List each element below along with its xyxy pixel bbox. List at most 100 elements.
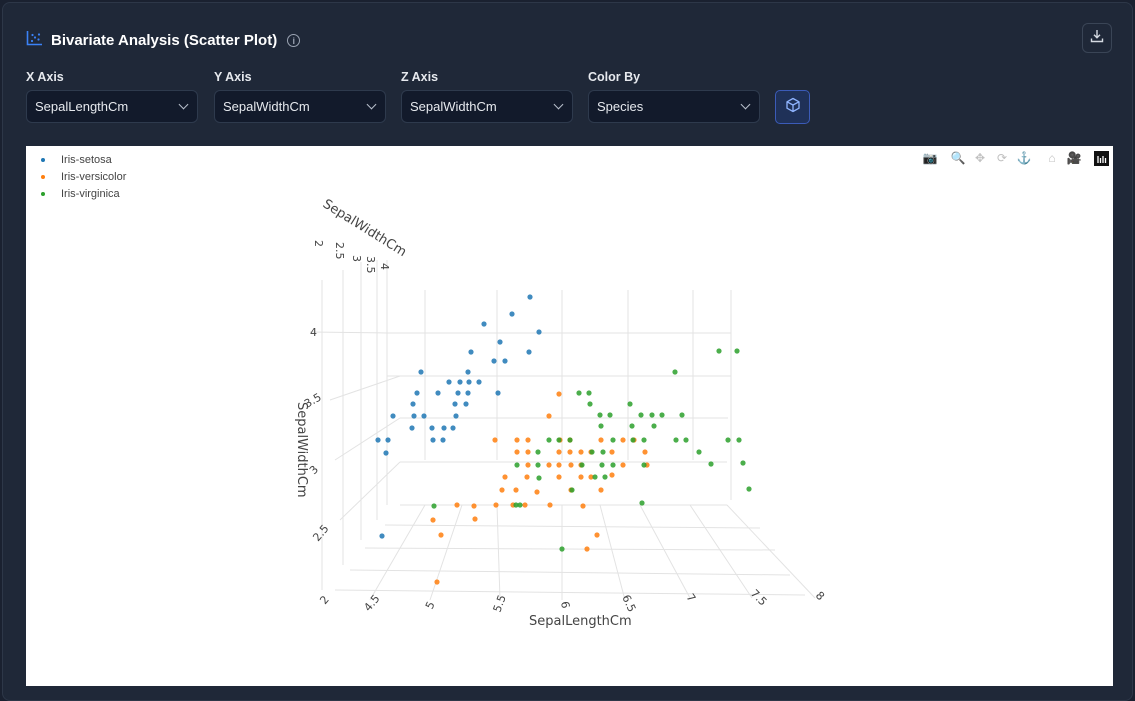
data-point[interactable]	[390, 413, 396, 419]
pan-icon[interactable]: ✥	[974, 151, 986, 165]
data-point[interactable]	[536, 329, 542, 335]
data-point[interactable]	[525, 437, 531, 443]
data-point[interactable]	[435, 390, 441, 396]
data-point[interactable]	[492, 437, 498, 443]
data-point[interactable]	[481, 321, 487, 327]
data-point[interactable]	[495, 390, 501, 396]
data-point[interactable]	[594, 532, 600, 538]
data-point[interactable]	[457, 379, 463, 385]
data-point[interactable]	[513, 502, 519, 508]
data-point[interactable]	[740, 460, 746, 466]
data-point[interactable]	[584, 546, 590, 552]
orbit-rotate-icon[interactable]: ⟳	[996, 151, 1008, 165]
data-point[interactable]	[514, 437, 520, 443]
data-point[interactable]	[383, 450, 389, 456]
data-point[interactable]	[414, 390, 420, 396]
data-point[interactable]	[578, 449, 584, 455]
data-point[interactable]	[598, 487, 604, 493]
data-point[interactable]	[609, 472, 615, 478]
legend-item-virginica[interactable]: Iris-virginica	[38, 185, 126, 202]
data-point[interactable]	[440, 437, 446, 443]
data-point[interactable]	[649, 412, 655, 418]
zoom-icon[interactable]: 🔍	[950, 151, 966, 165]
data-point[interactable]	[610, 462, 616, 468]
data-point[interactable]	[446, 379, 452, 385]
data-point[interactable]	[514, 449, 520, 455]
data-point[interactable]	[536, 475, 542, 481]
data-point[interactable]	[522, 502, 528, 508]
data-point[interactable]	[502, 474, 508, 480]
data-point[interactable]	[546, 437, 552, 443]
data-point[interactable]	[598, 437, 604, 443]
data-point[interactable]	[527, 294, 533, 300]
data-point[interactable]	[431, 503, 437, 509]
camera-icon[interactable]: 📷	[922, 151, 938, 165]
data-point[interactable]	[641, 437, 647, 443]
data-point[interactable]	[455, 390, 461, 396]
data-point[interactable]	[638, 412, 644, 418]
data-point[interactable]	[509, 311, 515, 317]
color-by-select[interactable]: Species	[588, 90, 760, 123]
data-point[interactable]	[385, 437, 391, 443]
data-point[interactable]	[629, 423, 635, 429]
data-point[interactable]	[651, 423, 657, 429]
data-point[interactable]	[499, 487, 505, 493]
data-point[interactable]	[627, 401, 633, 407]
data-point[interactable]	[679, 412, 685, 418]
data-point[interactable]	[639, 500, 645, 506]
info-icon[interactable]: i	[287, 34, 301, 47]
data-point[interactable]	[609, 449, 615, 455]
data-point[interactable]	[525, 462, 531, 468]
data-point[interactable]	[746, 486, 752, 492]
data-point[interactable]	[430, 517, 436, 523]
data-point[interactable]	[610, 437, 616, 443]
data-point[interactable]	[472, 516, 478, 522]
data-point[interactable]	[620, 462, 626, 468]
data-point[interactable]	[592, 474, 598, 480]
data-point[interactable]	[559, 546, 565, 552]
data-point[interactable]	[580, 503, 586, 509]
data-point[interactable]	[734, 348, 740, 354]
data-point[interactable]	[598, 423, 604, 429]
data-point[interactable]	[465, 390, 471, 396]
data-point[interactable]	[576, 390, 582, 396]
data-point[interactable]	[546, 413, 552, 419]
data-point[interactable]	[524, 474, 530, 480]
data-point[interactable]	[736, 437, 742, 443]
data-point[interactable]	[588, 474, 594, 480]
data-point[interactable]	[556, 391, 562, 397]
data-point[interactable]	[673, 437, 679, 443]
camera-view-icon[interactable]: 🎥	[1066, 151, 1082, 165]
data-point[interactable]	[683, 437, 689, 443]
data-point[interactable]	[411, 413, 417, 419]
data-point[interactable]	[429, 425, 435, 431]
data-point[interactable]	[471, 503, 477, 509]
data-point[interactable]	[642, 449, 648, 455]
data-point[interactable]	[535, 449, 541, 455]
data-point[interactable]	[600, 449, 606, 455]
data-point[interactable]	[587, 401, 593, 407]
data-point[interactable]	[567, 437, 573, 443]
data-point[interactable]	[546, 462, 552, 468]
data-point[interactable]	[421, 413, 427, 419]
data-point[interactable]	[716, 348, 722, 354]
data-point[interactable]	[696, 449, 702, 455]
download-button[interactable]	[1082, 23, 1112, 53]
data-point[interactable]	[502, 358, 508, 364]
data-point[interactable]	[579, 462, 585, 468]
reset-home-icon[interactable]: ⌂	[1048, 151, 1056, 165]
data-point[interactable]	[534, 489, 540, 495]
scatter-3d-chart[interactable]: 2 2.5 3 3.5 4 SepalWidthCm 4 3.5 3 2.5 2…	[26, 146, 1113, 686]
turntable-rotate-icon[interactable]: ⚓	[1016, 151, 1032, 165]
data-point[interactable]	[568, 462, 574, 468]
data-point[interactable]	[708, 461, 714, 467]
data-point[interactable]	[607, 412, 613, 418]
data-point[interactable]	[463, 401, 469, 407]
data-point[interactable]	[602, 474, 608, 480]
data-point[interactable]	[430, 437, 436, 443]
data-point[interactable]	[547, 502, 553, 508]
data-point[interactable]	[434, 579, 440, 585]
data-point[interactable]	[556, 462, 562, 468]
data-point[interactable]	[418, 369, 424, 375]
data-point[interactable]	[454, 502, 460, 508]
